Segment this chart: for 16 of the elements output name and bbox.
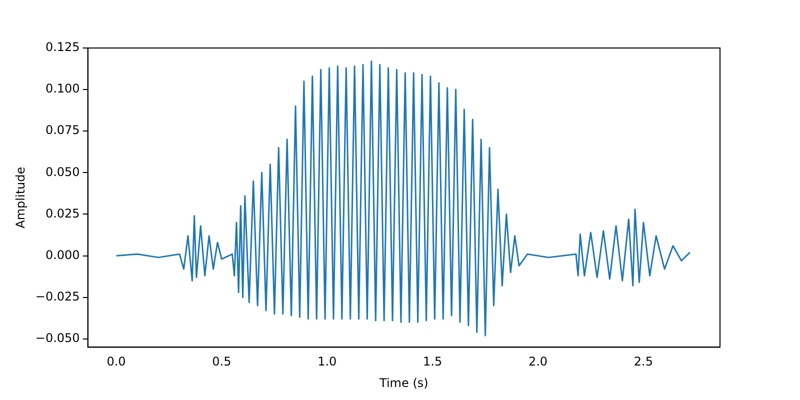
y-tick-label: 0.125: [45, 40, 80, 54]
y-tick-label: 0.000: [45, 248, 80, 262]
y-tick-label: 0.100: [45, 82, 80, 96]
x-tick-label: 2.5: [634, 354, 653, 369]
y-tick-label: 0.025: [45, 206, 80, 220]
x-axis-title: Time (s): [378, 376, 428, 390]
x-tick-label: 2.0: [528, 354, 548, 369]
x-tick-label: 1.5: [423, 354, 442, 369]
y-tick-label: −0.025: [35, 289, 80, 304]
x-tick-label: 0.0: [106, 354, 126, 369]
y-tick-label: 0.075: [45, 123, 80, 138]
x-tick-label: 1.0: [318, 354, 337, 369]
y-axis-title: Amplitude: [13, 166, 28, 228]
x-tick-label: 0.5: [212, 354, 232, 369]
y-tick-label: 0.050: [45, 164, 80, 179]
y-tick-label: −0.050: [35, 331, 80, 346]
